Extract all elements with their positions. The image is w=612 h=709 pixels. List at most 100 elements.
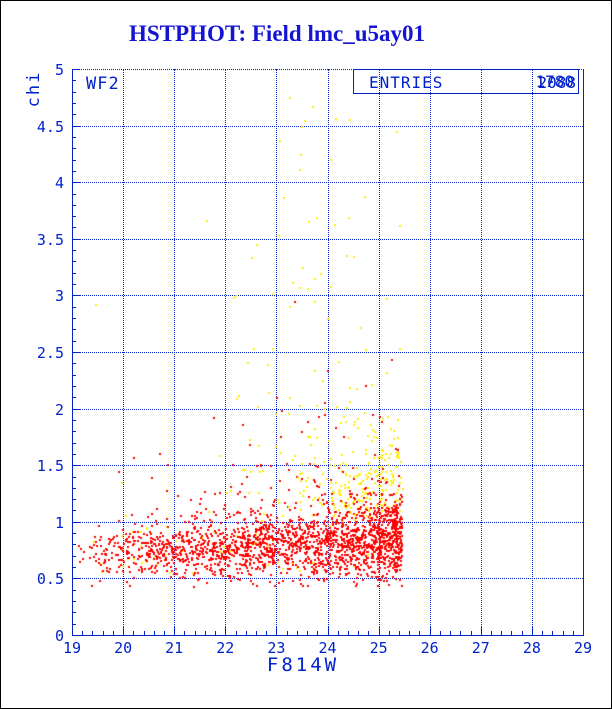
y-minor-tick xyxy=(72,284,76,286)
y-minor-tick xyxy=(72,148,76,150)
y-minor-tick xyxy=(72,533,76,535)
y-minor-tick xyxy=(72,170,76,172)
x-minor-tick xyxy=(112,631,114,635)
y-minor-tick xyxy=(72,544,76,546)
y-minor-tick xyxy=(72,487,76,489)
x-minor-tick xyxy=(153,631,155,635)
x-major-tick xyxy=(123,627,125,635)
y-minor-tick xyxy=(72,363,76,365)
y-minor-tick xyxy=(72,340,76,342)
x-minor-tick xyxy=(184,631,186,635)
y-minor-tick xyxy=(72,261,76,263)
y-minor-tick xyxy=(72,385,76,387)
x-major-tick xyxy=(174,627,176,635)
x-minor-tick xyxy=(194,631,196,635)
x-minor-tick xyxy=(460,631,462,635)
y-tick-label: 4 xyxy=(54,174,64,193)
x-tick-label: 26 xyxy=(420,639,439,657)
x-major-tick xyxy=(225,627,227,635)
y-major-tick xyxy=(72,578,80,580)
x-minor-tick xyxy=(296,631,298,635)
x-major-tick xyxy=(72,627,73,635)
y-major-tick xyxy=(72,521,80,523)
y-tick-label: 3 xyxy=(54,287,64,306)
plot-title: HSTPHOT: Field lmc_u5ay01 xyxy=(128,21,426,46)
y-minor-tick xyxy=(72,623,76,625)
y-major-tick xyxy=(72,635,80,636)
x-minor-tick xyxy=(358,631,360,635)
x-minor-tick xyxy=(542,631,544,635)
y-major-tick xyxy=(72,125,80,127)
x-minor-tick xyxy=(450,631,452,635)
y-minor-tick xyxy=(72,567,76,569)
y-minor-tick xyxy=(72,159,76,161)
y-tick-label: 1 xyxy=(54,513,64,532)
y-tick-label: 2 xyxy=(54,400,64,419)
y-minor-tick xyxy=(72,499,76,501)
plot-frame-top xyxy=(72,69,584,70)
x-major-tick xyxy=(378,627,380,635)
y-minor-tick xyxy=(72,216,76,218)
y-minor-tick xyxy=(72,442,76,444)
x-minor-tick xyxy=(255,631,257,635)
x-minor-tick xyxy=(317,631,319,635)
x-minor-tick xyxy=(286,631,288,635)
x-minor-tick xyxy=(572,631,574,635)
y-minor-tick xyxy=(72,318,76,320)
x-minor-tick xyxy=(409,631,411,635)
y-major-tick xyxy=(72,69,80,70)
y-minor-tick xyxy=(72,91,76,93)
x-minor-tick xyxy=(501,631,503,635)
entries-label: ENTRIES xyxy=(369,73,444,92)
y-tick-label: 4.5 xyxy=(36,117,64,136)
y-minor-tick xyxy=(72,204,76,206)
y-tick-label: 0 xyxy=(54,627,64,645)
x-major-tick xyxy=(480,627,482,635)
y-major-tick xyxy=(72,465,80,467)
x-minor-tick xyxy=(266,631,268,635)
y-minor-tick xyxy=(72,193,76,195)
x-minor-tick xyxy=(133,631,135,635)
x-minor-tick xyxy=(470,631,472,635)
y-minor-tick xyxy=(72,102,76,104)
x-tick-label: 19 xyxy=(62,639,82,657)
y-major-tick xyxy=(72,295,80,297)
y-minor-tick xyxy=(72,419,76,421)
entries-value-primary: 2088 xyxy=(537,73,576,92)
y-minor-tick xyxy=(72,589,76,591)
y-tick-label: 3.5 xyxy=(36,230,64,249)
y-minor-tick xyxy=(72,601,76,603)
x-minor-tick xyxy=(337,631,339,635)
x-tick-label: 24 xyxy=(318,639,337,657)
y-major-tick xyxy=(72,408,80,410)
x-minor-tick xyxy=(552,631,554,635)
x-minor-tick xyxy=(399,631,401,635)
x-tick-label: 22 xyxy=(216,639,235,657)
y-minor-tick xyxy=(72,250,76,252)
y-minor-tick xyxy=(72,374,76,376)
x-minor-tick xyxy=(102,631,104,635)
y-minor-tick xyxy=(72,397,76,399)
y-minor-tick xyxy=(72,329,76,331)
x-minor-tick xyxy=(368,631,370,635)
x-tick-label: 23 xyxy=(267,639,286,657)
y-minor-tick xyxy=(72,431,76,433)
x-major-tick xyxy=(583,627,584,635)
x-minor-tick xyxy=(388,631,390,635)
x-major-tick xyxy=(327,627,329,635)
plot-area: WF2 ENTRIES 1780 2088 xyxy=(72,69,584,636)
x-minor-tick xyxy=(92,631,94,635)
y-major-tick xyxy=(72,238,80,240)
x-tick-label: 25 xyxy=(369,639,388,657)
y-minor-tick xyxy=(72,555,76,557)
y-minor-tick xyxy=(72,114,76,116)
y-minor-tick xyxy=(72,227,76,229)
x-minor-tick xyxy=(307,631,309,635)
x-minor-tick xyxy=(439,631,441,635)
y-minor-tick xyxy=(72,453,76,455)
x-minor-tick xyxy=(204,631,206,635)
x-tick-label: 28 xyxy=(522,639,541,657)
x-tick-label: 29 xyxy=(573,639,593,657)
y-minor-tick xyxy=(72,80,76,82)
